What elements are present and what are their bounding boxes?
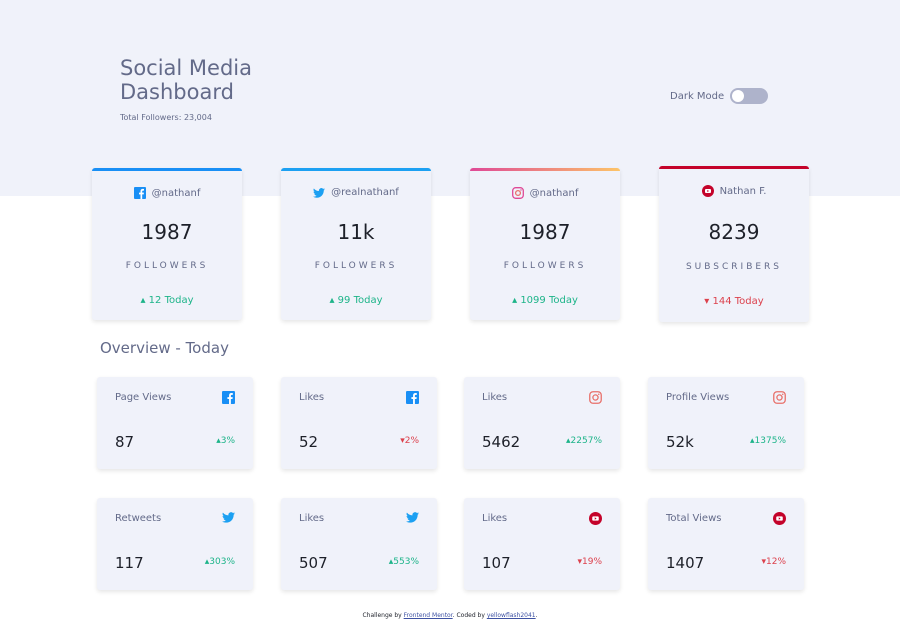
overview-card-facebook-page-views[interactable]: Page Views 87 ▴3% bbox=[97, 377, 253, 469]
youtube-icon bbox=[589, 512, 602, 525]
overview-value: 117 bbox=[115, 554, 144, 572]
overview-value: 5462 bbox=[482, 433, 521, 451]
follower-label: FOLLOWERS bbox=[125, 261, 209, 271]
overview-value: 87 bbox=[115, 433, 135, 451]
follower-count: 1987 bbox=[519, 220, 571, 244]
card-handle: Nathan F. bbox=[659, 185, 809, 197]
total-followers: Total Followers: 23,004 bbox=[120, 113, 212, 122]
frontend-mentor-link[interactable]: Frontend Mentor bbox=[403, 612, 453, 619]
overview-label: Likes bbox=[299, 513, 325, 524]
instagram-icon bbox=[589, 391, 602, 404]
card-accent-bar bbox=[659, 166, 809, 169]
toggle-knob bbox=[732, 90, 745, 102]
overview-title: Overview - Today bbox=[100, 339, 229, 357]
overview-change: ▴1375% bbox=[750, 436, 786, 446]
dark-mode-label: Dark Mode bbox=[670, 90, 725, 102]
overview-value: 107 bbox=[482, 554, 511, 572]
overview-change: ▴3% bbox=[216, 436, 235, 446]
follower-label: SUBSCRIBERS bbox=[685, 262, 783, 272]
today-change: ▴ 12 Today bbox=[140, 295, 194, 306]
overview-change: ▴2257% bbox=[566, 436, 602, 446]
facebook-icon bbox=[406, 391, 419, 404]
overview-label: Likes bbox=[482, 513, 508, 524]
dark-mode-toggle[interactable] bbox=[730, 88, 769, 104]
instagram-icon bbox=[773, 391, 786, 404]
follower-label: FOLLOWERS bbox=[503, 261, 587, 271]
facebook-icon bbox=[133, 187, 146, 199]
card-handle: @realnathanf bbox=[281, 187, 431, 198]
footer-middle: . Coded by bbox=[452, 612, 485, 619]
card-instagram[interactable]: @nathanf 1987 FOLLOWERS ▴ 1099 Today bbox=[470, 168, 620, 320]
handle-text: Nathan F. bbox=[719, 185, 767, 197]
overview-label: Retweets bbox=[115, 513, 162, 524]
page-title: Social Media Dashboard bbox=[120, 56, 253, 104]
overview-label: Total Views bbox=[666, 513, 722, 524]
card-youtube[interactable]: Nathan F. 8239 SUBSCRIBERS ▾ 144 Today bbox=[659, 166, 809, 322]
follower-count: 11k bbox=[337, 220, 375, 244]
overview-card-facebook-likes[interactable]: Likes 52 ▾2% bbox=[281, 377, 437, 469]
follower-count: 1987 bbox=[141, 220, 193, 244]
facebook-icon bbox=[222, 391, 235, 404]
card-handle: @nathanf bbox=[470, 187, 620, 199]
today-change: ▾ 144 Today bbox=[704, 296, 764, 307]
author-link[interactable]: yellowflash2041 bbox=[486, 612, 536, 619]
card-handle: @nathanf bbox=[92, 187, 242, 199]
overview-card-instagram-likes[interactable]: Likes 5462 ▴2257% bbox=[464, 377, 620, 469]
overview-label: Likes bbox=[299, 392, 325, 403]
card-accent-bar bbox=[281, 168, 431, 171]
handle-text: @nathanf bbox=[151, 187, 201, 199]
today-change: ▴ 1099 Today bbox=[512, 295, 578, 306]
handle-text: @nathanf bbox=[529, 187, 579, 199]
overview-card-twitter-likes[interactable]: Likes 507 ▴553% bbox=[281, 498, 437, 590]
overview-card-youtube-total-views[interactable]: Total Views 1407 ▾12% bbox=[648, 498, 804, 590]
card-facebook[interactable]: @nathanf 1987 FOLLOWERS ▴ 12 Today bbox=[92, 168, 242, 320]
overview-value: 507 bbox=[299, 554, 328, 572]
follower-label: FOLLOWERS bbox=[314, 261, 398, 271]
footer-suffix: . bbox=[535, 612, 538, 619]
handle-text: @realnathanf bbox=[331, 187, 399, 198]
overview-card-instagram-profile-views[interactable]: Profile Views 52k ▴1375% bbox=[648, 377, 804, 469]
footer-attribution: Challenge by Frontend Mentor. Coded by y… bbox=[0, 612, 900, 619]
overview-card-twitter-retweets[interactable]: Retweets 117 ▴303% bbox=[97, 498, 253, 590]
overview-value: 52 bbox=[299, 433, 319, 451]
overview-change: ▾19% bbox=[577, 557, 602, 567]
overview-value: 1407 bbox=[666, 554, 705, 572]
dark-mode-control: Dark Mode bbox=[670, 88, 769, 104]
overview-change: ▾2% bbox=[400, 436, 419, 446]
youtube-icon bbox=[701, 185, 714, 197]
overview-label: Likes bbox=[482, 392, 508, 403]
overview-label: Page Views bbox=[115, 392, 172, 403]
overview-card-youtube-likes[interactable]: Likes 107 ▾19% bbox=[464, 498, 620, 590]
twitter-icon bbox=[222, 512, 235, 523]
card-accent-bar bbox=[92, 168, 242, 171]
card-twitter[interactable]: @realnathanf 11k FOLLOWERS ▴ 99 Today bbox=[281, 168, 431, 320]
overview-change: ▾12% bbox=[761, 557, 786, 567]
overview-change: ▴303% bbox=[204, 557, 235, 567]
overview-label: Profile Views bbox=[666, 392, 730, 403]
follower-count: 8239 bbox=[708, 220, 760, 244]
overview-value: 52k bbox=[666, 433, 694, 451]
twitter-icon bbox=[313, 187, 326, 198]
twitter-icon bbox=[406, 512, 419, 523]
footer-prefix: Challenge by bbox=[362, 612, 402, 619]
instagram-icon bbox=[511, 187, 524, 199]
today-change: ▴ 99 Today bbox=[329, 295, 383, 306]
overview-change: ▴553% bbox=[388, 557, 419, 567]
card-accent-bar bbox=[470, 168, 620, 171]
youtube-icon bbox=[773, 512, 786, 525]
